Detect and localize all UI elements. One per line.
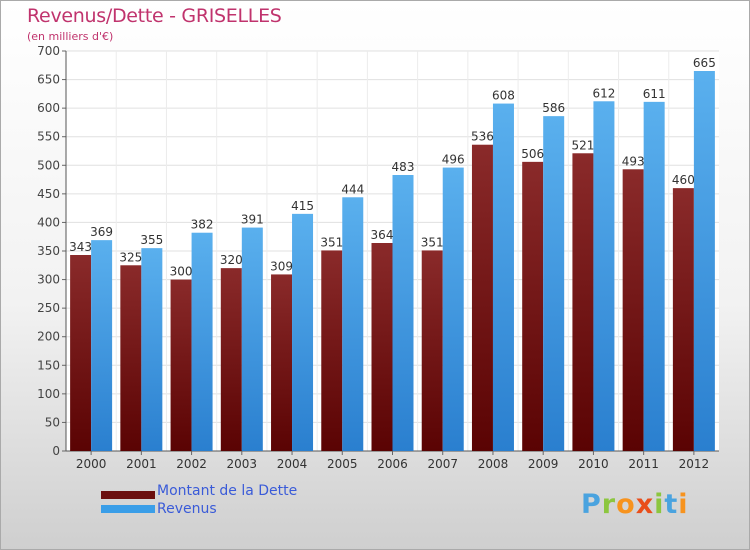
x-tick-label: 2010 bbox=[578, 457, 609, 471]
data-label-revenus: 382 bbox=[191, 218, 214, 232]
data-label-debt: 460 bbox=[672, 173, 695, 187]
bar-revenus bbox=[191, 232, 213, 451]
y-tick-label: 200 bbox=[37, 330, 60, 344]
x-tick-label: 2001 bbox=[126, 457, 157, 471]
x-tick-label: 2008 bbox=[478, 457, 509, 471]
axis-layer: 0 50 100 150 200 250 300 350 400 450 500 550 600 650 7… bbox=[37, 44, 719, 471]
y-tick-label: 350 bbox=[37, 244, 60, 258]
x-tick-label: 2007 bbox=[427, 457, 458, 471]
x-tick-label: 2000 bbox=[76, 457, 107, 471]
bar-debt bbox=[371, 243, 393, 451]
data-label-debt: 309 bbox=[270, 259, 293, 273]
chart-subtitle: (en milliers d'€) bbox=[27, 30, 114, 43]
bar-debt bbox=[522, 161, 544, 451]
logo-letter: o bbox=[616, 489, 636, 520]
y-tick-label: 0 bbox=[52, 444, 60, 458]
logo-letter: x bbox=[635, 489, 655, 520]
logo-letter: P bbox=[581, 489, 602, 520]
bar-revenus bbox=[392, 175, 414, 451]
data-label-revenus: 665 bbox=[693, 56, 716, 70]
data-label-revenus: 415 bbox=[291, 199, 314, 213]
bar-debt bbox=[220, 268, 242, 451]
bar-debt bbox=[120, 265, 142, 451]
bars-layer bbox=[70, 71, 715, 452]
x-tick-label: 2002 bbox=[176, 457, 207, 471]
data-label-debt: 536 bbox=[471, 130, 494, 144]
data-label-debt: 325 bbox=[119, 250, 142, 264]
y-tick-label: 650 bbox=[37, 73, 60, 87]
x-tick-label: 2006 bbox=[377, 457, 408, 471]
x-tick-label: 2005 bbox=[327, 457, 358, 471]
data-label-debt: 506 bbox=[521, 147, 544, 161]
data-label-revenus: 612 bbox=[592, 86, 615, 100]
logo-letter: i bbox=[654, 489, 665, 520]
data-label-revenus: 391 bbox=[241, 213, 264, 227]
x-tick-label: 2009 bbox=[528, 457, 559, 471]
y-tick-label: 500 bbox=[37, 158, 60, 172]
proxiti-logo: Proxiti bbox=[581, 489, 689, 520]
bar-debt bbox=[622, 169, 644, 452]
x-tick-label: 2003 bbox=[227, 457, 258, 471]
data-label-debt: 351 bbox=[421, 235, 444, 249]
y-tick-label: 400 bbox=[37, 215, 60, 229]
data-label-debt: 521 bbox=[571, 138, 594, 152]
y-tick-label: 50 bbox=[45, 415, 60, 429]
data-label-debt: 493 bbox=[622, 154, 645, 168]
bar-debt bbox=[421, 250, 443, 451]
y-tick-label: 150 bbox=[37, 358, 60, 372]
bar-revenus bbox=[593, 101, 615, 452]
legend-swatch-debt bbox=[101, 491, 155, 499]
data-label-revenus: 608 bbox=[492, 89, 515, 103]
data-label-revenus: 496 bbox=[442, 153, 465, 167]
bar-debt bbox=[70, 255, 92, 451]
data-label-revenus: 586 bbox=[542, 101, 565, 115]
bar-revenus bbox=[543, 116, 565, 452]
bar-debt bbox=[170, 279, 192, 451]
y-tick-label: 100 bbox=[37, 387, 60, 401]
x-tick-label: 2011 bbox=[628, 457, 659, 471]
data-label-revenus: 611 bbox=[643, 87, 666, 101]
bar-revenus bbox=[442, 167, 464, 452]
logo-letter: t bbox=[664, 489, 679, 520]
bar-revenus bbox=[91, 240, 113, 451]
bar-revenus bbox=[693, 71, 715, 451]
x-tick-label: 2004 bbox=[277, 457, 308, 471]
y-tick-label: 450 bbox=[37, 187, 60, 201]
logo-letter: i bbox=[678, 489, 689, 520]
bar-debt bbox=[572, 153, 594, 452]
data-label-debt: 300 bbox=[170, 265, 193, 279]
bar-revenus bbox=[643, 101, 665, 451]
data-label-debt: 343 bbox=[69, 240, 92, 254]
data-label-debt: 320 bbox=[220, 253, 243, 267]
data-label-revenus: 483 bbox=[392, 160, 415, 174]
data-label-debt: 364 bbox=[371, 228, 394, 242]
y-tick-label: 700 bbox=[37, 44, 60, 58]
bar-revenus bbox=[241, 227, 263, 451]
bar-debt bbox=[321, 250, 343, 451]
bar-revenus bbox=[292, 213, 314, 451]
bar-debt bbox=[672, 188, 694, 451]
y-tick-label: 550 bbox=[37, 130, 60, 144]
bar-revenus bbox=[141, 248, 163, 451]
x-tick-label: 2012 bbox=[679, 457, 710, 471]
data-label-debt: 351 bbox=[320, 235, 343, 249]
bar-revenus bbox=[342, 197, 364, 451]
y-tick-label: 250 bbox=[37, 301, 60, 315]
bar-debt bbox=[271, 274, 293, 451]
legend-label-debt: Montant de la Dette bbox=[157, 483, 298, 499]
data-label-revenus: 369 bbox=[90, 225, 113, 239]
bar-debt bbox=[471, 144, 493, 451]
y-tick-label: 600 bbox=[37, 101, 60, 115]
legend-swatch-revenus bbox=[101, 505, 155, 513]
y-tick-label: 300 bbox=[37, 273, 60, 287]
data-label-revenus: 444 bbox=[341, 182, 364, 196]
logo-letter: r bbox=[601, 489, 617, 520]
bar-revenus bbox=[492, 103, 514, 452]
legend-label-revenus: Revenus bbox=[157, 501, 217, 517]
data-label-revenus: 355 bbox=[140, 233, 163, 247]
chart-title: Revenus/Dette - GRISELLES bbox=[27, 5, 282, 27]
